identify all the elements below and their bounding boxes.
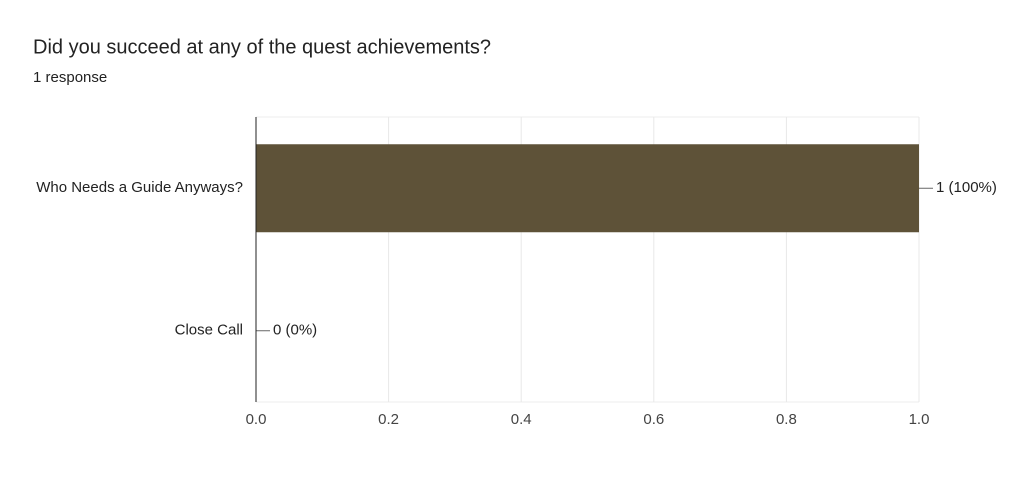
- bar: [256, 144, 919, 233]
- x-tick-label: 0.4: [511, 411, 532, 428]
- data-label: 0 (0%): [273, 322, 317, 339]
- chart-title: Did you succeed at any of the quest achi…: [33, 36, 491, 58]
- y-tick-label: Who Needs a Guide Anyways?: [36, 179, 243, 196]
- x-tick-label: 1.0: [909, 411, 930, 428]
- x-tick-label: 0.8: [776, 411, 797, 428]
- x-tick-label: 0.2: [378, 411, 399, 428]
- y-tick-label: Close Call: [175, 322, 243, 339]
- chart-subtitle: 1 response: [33, 69, 107, 86]
- data-label: 1 (100%): [936, 179, 997, 196]
- x-tick-label: 0.6: [643, 411, 664, 428]
- x-tick-label: 0.0: [246, 411, 267, 428]
